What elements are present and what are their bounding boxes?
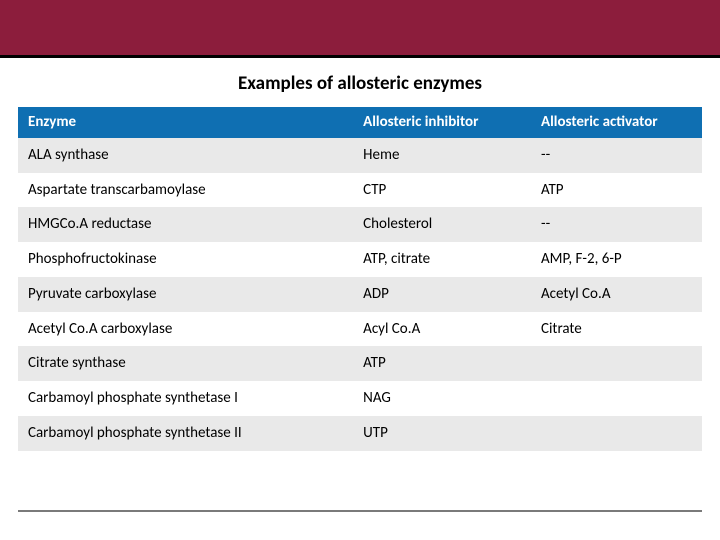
table-row: PhosphofructokinaseATP, citrateAMP, F-2,… (18, 242, 702, 277)
table-row: Carbamoyl phosphate synthetase IIUTP (18, 416, 702, 451)
col-header-activator: Allosteric activator (531, 107, 702, 138)
col-header-inhibitor: Allosteric inhibitor (353, 107, 531, 138)
table-row: Carbamoyl phosphate synthetase INAG (18, 381, 702, 416)
table-row: Aspartate transcarbamoylaseCTPATP (18, 173, 702, 208)
table-cell: UTP (353, 416, 531, 451)
table-cell: Pyruvate carboxylase (18, 277, 353, 312)
table-header-row: Enzyme Allosteric inhibitor Allosteric a… (18, 107, 702, 138)
table-cell: Aspartate transcarbamoylase (18, 173, 353, 208)
table-cell (531, 416, 702, 451)
table-row: Pyruvate carboxylaseADPAcetyl Co.A (18, 277, 702, 312)
table-cell: Acetyl Co.A (531, 277, 702, 312)
table-cell: Acetyl Co.A carboxylase (18, 312, 353, 347)
table-row: ALA synthaseHeme-- (18, 138, 702, 173)
table-cell: ADP (353, 277, 531, 312)
col-header-enzyme: Enzyme (18, 107, 353, 138)
table-cell: Cholesterol (353, 207, 531, 242)
table-cell: AMP, F-2, 6-P (531, 242, 702, 277)
table-cell: Citrate synthase (18, 346, 353, 381)
table-row: Citrate synthaseATP (18, 346, 702, 381)
table-cell: NAG (353, 381, 531, 416)
table-cell: ATP (353, 346, 531, 381)
table-row: HMGCo.A reductaseCholesterol-- (18, 207, 702, 242)
enzyme-table: Enzyme Allosteric inhibitor Allosteric a… (18, 107, 702, 451)
table-cell: Carbamoyl phosphate synthetase II (18, 416, 353, 451)
table-cell (531, 346, 702, 381)
table-cell: Carbamoyl phosphate synthetase I (18, 381, 353, 416)
table-row: Acetyl Co.A carboxylaseAcyl Co.ACitrate (18, 312, 702, 347)
table-cell: Citrate (531, 312, 702, 347)
table-cell (531, 381, 702, 416)
table-cell: Heme (353, 138, 531, 173)
header-banner (0, 0, 720, 58)
table-cell: -- (531, 207, 702, 242)
table-cell: CTP (353, 173, 531, 208)
footer-divider (18, 510, 702, 512)
table-cell: ATP (531, 173, 702, 208)
table-cell: HMGCo.A reductase (18, 207, 353, 242)
table-cell: Phosphofructokinase (18, 242, 353, 277)
page-title: Examples of allosteric enzymes (0, 58, 720, 107)
table-cell: ATP, citrate (353, 242, 531, 277)
table-cell: Acyl Co.A (353, 312, 531, 347)
table-cell: ALA synthase (18, 138, 353, 173)
table-cell: -- (531, 138, 702, 173)
